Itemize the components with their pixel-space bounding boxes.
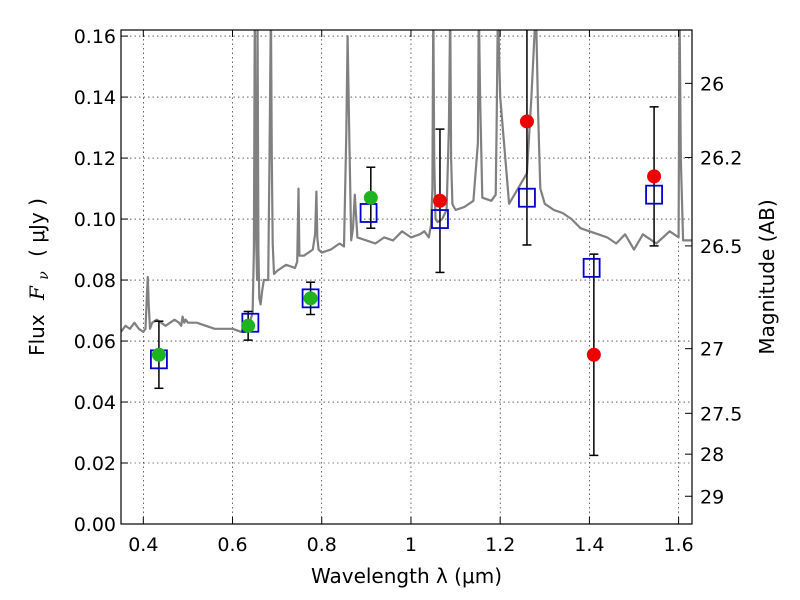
y-tick-label: 0.00 — [74, 514, 116, 536]
right-tick-label: 26.2 — [700, 147, 742, 169]
observed-photometry-point — [303, 291, 318, 306]
x-axis-label: Wavelength λ (μm) — [311, 564, 502, 588]
observed-photometry-point — [151, 347, 166, 362]
model-photometry-box — [431, 209, 449, 229]
right-tick-label: 26.5 — [700, 236, 742, 258]
y-axis-ticks: 0.00 0.02 0.04 0.06 0.08 0.10 0.12 0.14 0.16 — [74, 26, 128, 536]
observed-photometry-point — [519, 114, 534, 129]
x-tick-label: 0.6 — [217, 534, 247, 556]
x-tick-label: 1 — [405, 534, 417, 556]
observed-photometry-point — [432, 193, 447, 208]
observed-photometry-point — [363, 190, 378, 205]
y-axis-label-subscript: ν — [36, 271, 52, 280]
plot-area — [121, 30, 692, 457]
x-tick-label: 1.4 — [574, 534, 604, 556]
y-axis-label-prefix: Flux — [25, 314, 49, 356]
model-photometry-box — [582, 257, 601, 278]
y-axis-label-unit: ( μJy ) — [25, 198, 49, 257]
y-axis-label: Flux F ν ( μJy ) — [25, 198, 53, 356]
observed-photometry-point — [586, 347, 601, 362]
right-tick-label: 27.5 — [700, 403, 742, 425]
y-tick-label: 0.16 — [74, 26, 116, 48]
model-spectrum-line — [121, 30, 692, 333]
y-tick-label: 0.08 — [74, 270, 116, 292]
right-tick-label: 29 — [700, 486, 724, 508]
right-axis-label: Magnitude (AB) — [755, 199, 779, 354]
x-tick-label: 1.2 — [485, 534, 515, 556]
y-tick-label: 0.02 — [74, 453, 116, 475]
y-tick-label: 0.10 — [74, 209, 116, 231]
model-photometry-box — [645, 184, 663, 205]
model-photometry-box — [518, 187, 536, 208]
y-tick-label: 0.14 — [74, 87, 116, 109]
right-tick-label: 27 — [700, 339, 724, 361]
y-tick-label: 0.04 — [74, 392, 116, 414]
model-photometry-box — [301, 288, 320, 309]
plot-frame — [120, 29, 693, 525]
x-tick-label: 0.4 — [128, 534, 158, 556]
right-tick-label: 26 — [700, 73, 724, 95]
right-tick-label: 28 — [700, 444, 724, 466]
observed-photometry-points — [151, 114, 662, 362]
y-tick-label: 0.06 — [74, 331, 116, 353]
y-tick-label: 0.12 — [74, 148, 116, 170]
observed-photometry-point — [241, 318, 256, 333]
y-axis-label-symbol: F — [25, 285, 49, 301]
x-tick-label: 1.6 — [664, 534, 694, 556]
observed-photometry-point — [647, 169, 662, 184]
x-tick-label: 0.8 — [307, 534, 337, 556]
x-axis-ticks: 0.4 0.6 0.8 1 1.2 1.4 1.6 — [128, 30, 694, 556]
right-axis-ticks: 26 26.2 26.5 27 27.5 28 29 — [685, 73, 742, 508]
